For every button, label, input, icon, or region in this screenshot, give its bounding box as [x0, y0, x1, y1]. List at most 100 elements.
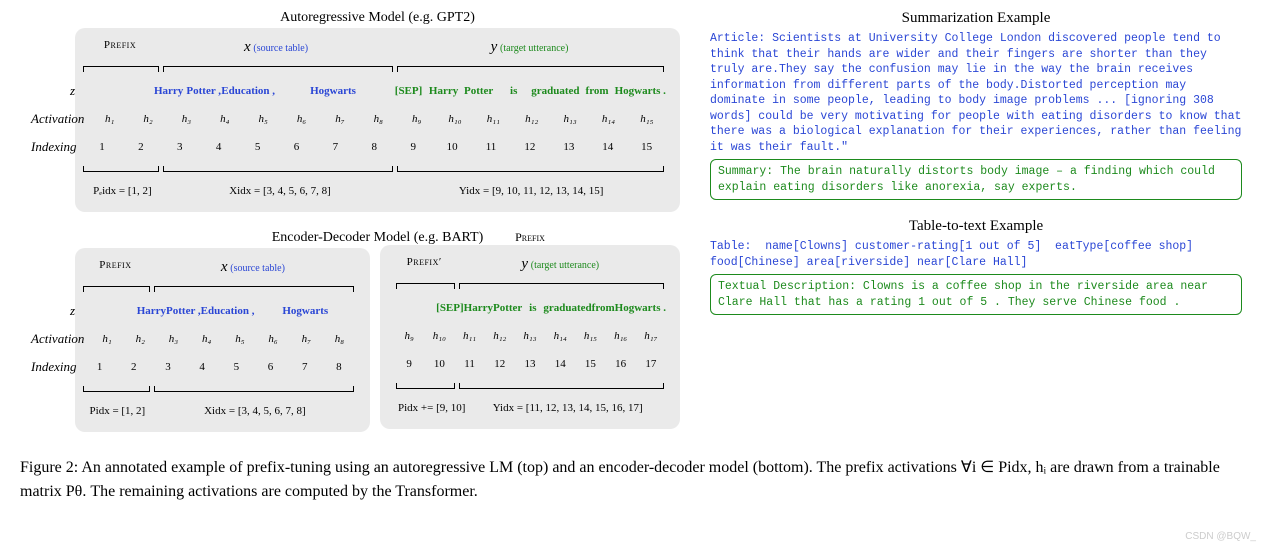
t2t-description: Textual Description: Clowns is a coffee … — [710, 274, 1242, 315]
enc-acts-cell: h₇ — [290, 333, 323, 345]
enc-tok — [254, 305, 282, 317]
ar-tok — [275, 85, 310, 97]
dec-sep: [SEP] — [436, 302, 464, 314]
watermark: CSDN @BQW_ — [1185, 531, 1256, 542]
enc-idx-cell: 6 — [253, 361, 287, 373]
t2t-title: Table-to-text Example — [710, 218, 1242, 235]
dec-acts-cell: h₁₅ — [575, 330, 605, 342]
ar-title: Autoregressive Model (e.g. GPT2) — [75, 10, 680, 26]
figure-caption: Figure 2: An annotated example of prefix… — [20, 456, 1242, 504]
enc-acts-cell: h₂ — [124, 333, 157, 345]
ar-tok: from — [580, 85, 615, 97]
enc-idx-cell: 2 — [117, 361, 151, 373]
enc-x: x — [221, 259, 228, 275]
dec-idx-cell: 16 — [606, 358, 636, 370]
ar-acts-cell: h₁₀ — [436, 113, 474, 125]
ar-acts-cell: h₇ — [321, 113, 359, 125]
dec-tok: is — [522, 302, 543, 314]
ar-acts-cell: h₅ — [244, 113, 282, 125]
ar-acts-cell: h₁₁ — [474, 113, 512, 125]
dec-idx-cell: 12 — [485, 358, 515, 370]
ar-acts-cell: h₁₄ — [589, 113, 627, 125]
ar-tok: graduated — [531, 85, 579, 97]
enc-acts-cell: h₆ — [256, 333, 289, 345]
summarization-article: Article: Scientists at University Colleg… — [710, 31, 1242, 155]
enc-idx-cell: 7 — [288, 361, 322, 373]
enc-xidx: Xidx = [3, 4, 5, 6, 7, 8] — [154, 403, 356, 419]
dec-idx-cell: 14 — [545, 358, 575, 370]
enc-pidx: Pidx = [1, 2] — [81, 403, 154, 419]
dec-prefix-prime: Prefix′ — [394, 256, 454, 273]
enc-x-sub: (source table) — [230, 263, 285, 274]
dec-prefix-top: Prefix — [380, 230, 680, 245]
dec-y: y — [521, 256, 528, 272]
ar-acts-cell: h₁₅ — [628, 113, 666, 125]
ar-acts-cell: h₁₃ — [551, 113, 589, 125]
enc-acts-cell: h₁ — [90, 333, 123, 345]
ar-x-sub: (source table) — [253, 43, 308, 54]
ar-idx-cell: 13 — [549, 141, 588, 153]
ar-indexing-label: Indexing — [31, 139, 82, 155]
dec-idx-cell: 11 — [454, 358, 484, 370]
ar-idx-cell: 14 — [588, 141, 627, 153]
dec-acts-cell: h₁₄ — [545, 330, 575, 342]
ar-idx-cell: 7 — [316, 141, 355, 153]
ar-acts-cell: h₈ — [359, 113, 397, 125]
t2t-table: Table: name[Clowns] customer-rating[1 ou… — [710, 239, 1242, 270]
ar-idx-cell: 1 — [82, 141, 121, 153]
ar-acts-cell: h₉ — [397, 113, 435, 125]
dec-idx-cell: 10 — [424, 358, 454, 370]
dec-idx-cell: 9 — [394, 358, 424, 370]
ar-tok: Hogwarts — [310, 85, 356, 97]
summarization-summary: Summary: The brain naturally distorts bo… — [710, 159, 1242, 200]
ar-tok: Hogwarts . — [615, 85, 666, 97]
ar-acts-cell: h₁₂ — [513, 113, 551, 125]
ar-idx-cell: 4 — [199, 141, 238, 153]
ar-activation-label: Activation — [31, 111, 90, 127]
ar-tok: is — [496, 85, 531, 97]
enc-tok: Potter , — [166, 305, 201, 317]
ar-idx-cell: 12 — [510, 141, 549, 153]
dec-acts-cell: h₁₀ — [424, 330, 454, 342]
enc-prefix: Prefix — [81, 259, 150, 276]
enc-z: z — [31, 303, 81, 319]
ar-acts-cell: h₃ — [167, 113, 205, 125]
decoder-diagram: Prefix′ y (target utterance) [SEP] Harry… — [380, 245, 680, 429]
dec-tok: Potter — [493, 302, 522, 314]
ar-diagram: Prefix x (source table) y (target uttera… — [75, 28, 680, 212]
summarization-title: Summarization Example — [710, 10, 1242, 27]
dec-acts-cell: h₁₁ — [454, 330, 484, 342]
dec-tok: from — [592, 302, 615, 314]
enc-tok: Hogwarts — [282, 305, 328, 317]
ar-idx-cell: 8 — [355, 141, 394, 153]
dec-acts-cell: h₁₂ — [485, 330, 515, 342]
dec-yidx: Yidx = [11, 12, 13, 14, 15, 16, 17] — [469, 400, 666, 416]
dec-acts-cell: h₁₃ — [515, 330, 545, 342]
enc-idx-cell: 5 — [219, 361, 253, 373]
dec-acts-cell: h₁₇ — [636, 330, 666, 342]
ar-acts-cell: h₆ — [282, 113, 320, 125]
ar-prefix-label: Prefix — [81, 39, 159, 56]
dec-tok: Harry — [464, 302, 493, 314]
dec-tok: Hogwarts . — [615, 302, 666, 314]
ar-idx-cell: 11 — [472, 141, 511, 153]
ar-z-label: z — [31, 83, 81, 99]
enc-acts-cell: h₃ — [157, 333, 190, 345]
enc-acts-cell: h₄ — [190, 333, 223, 345]
ar-idx-cell: 15 — [627, 141, 666, 153]
ar-idx-cell: 3 — [160, 141, 199, 153]
enc-tok: Harry — [137, 305, 166, 317]
ar-tok: Potter , — [186, 85, 221, 97]
ar-tok: Harry — [151, 85, 186, 97]
enc-idx-label: Indexing — [31, 359, 82, 375]
ar-acts-cell: h₁ — [90, 113, 128, 125]
ar-tok: Potter — [461, 85, 496, 97]
enc-acts-cell: h₅ — [223, 333, 256, 345]
dec-tok: graduated — [543, 302, 591, 314]
ar-sep: [SEP] — [391, 85, 426, 97]
ar-yidx: Yidx = [9, 10, 11, 12, 13, 14, 15] — [396, 183, 666, 199]
enc-tok: Education , — [201, 305, 255, 317]
ar-xidx: Xidx = [3, 4, 5, 6, 7, 8] — [164, 183, 396, 199]
ar-idx-cell: 5 — [238, 141, 277, 153]
ar-idx-cell: 2 — [121, 141, 160, 153]
